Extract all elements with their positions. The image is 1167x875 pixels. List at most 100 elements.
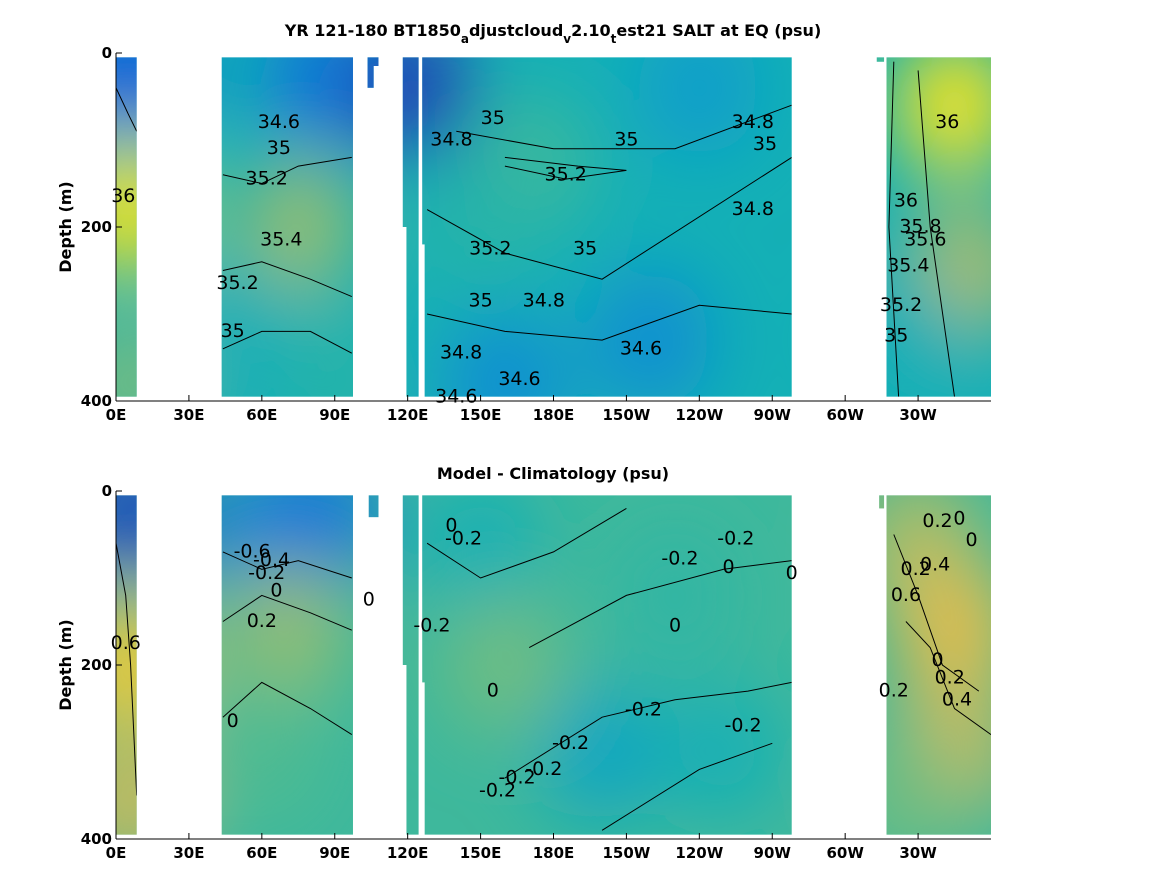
contour-label-23: 0.2 [922, 510, 952, 532]
x-tick-label-10: 60W [826, 844, 864, 862]
contour-label-26: 35.4 [887, 255, 929, 277]
contour-line-4 [528, 560, 792, 649]
contour-line-1 [222, 594, 352, 631]
contour-label-24: 0 [953, 507, 965, 529]
contour-label-6: 0 [227, 710, 239, 732]
contour-label-17: 34.8 [523, 289, 565, 311]
y-tick-label-2: 400 [81, 830, 112, 848]
x-tick-label-4: 120E [387, 844, 429, 862]
contour-label-19: 34.6 [620, 337, 662, 359]
contour-label-15: 35.2 [469, 237, 511, 259]
contour-label-7: 34.8 [430, 129, 472, 151]
x-tick-label-9: 90W [754, 406, 792, 424]
contour-label-30: 0.2 [879, 680, 909, 702]
color-blob-0 [116, 139, 189, 280]
contour-label-11: 0 [487, 680, 499, 702]
title-part-1: a [461, 32, 469, 46]
x-tick-label-0: 0E [106, 844, 127, 862]
x-tick-label-5: 150E [460, 844, 502, 862]
x-tick-label-3: 90E [319, 844, 350, 862]
contour-label-16: 0 [786, 562, 798, 584]
title-part-2: djustcloud [469, 21, 563, 40]
anomaly-panel-title: Model - Climatology (psu) [437, 464, 669, 483]
y-tick-label-0: 0 [102, 482, 112, 500]
salinity-panel: YR 121-180 BT1850adjustcloudv2.10test21 … [56, 21, 991, 424]
contour-label-9: -0.2 [445, 527, 482, 549]
anomaly-color-field [116, 495, 991, 835]
color-blob-2 [116, 734, 189, 835]
color-blob-9 [420, 157, 541, 297]
contour-label-10: -0.2 [413, 614, 450, 636]
contour-label-31: 0.2 [935, 667, 965, 689]
color-blob-7 [420, 495, 541, 614]
contour-line-7 [888, 61, 900, 397]
x-tick-label-2: 60E [246, 406, 277, 424]
color-blob-2 [116, 57, 189, 137]
title-part-0: YR 121-180 BT1850 [284, 21, 461, 40]
salinity-panel-title: YR 121-180 BT1850adjustcloudv2.10test21 … [284, 21, 822, 46]
anomaly-axes: 0E 30E 60E 90E 120E 150E 180E 150W 120W 90W 60W 30W… [81, 482, 991, 862]
contour-label-32: 0.4 [942, 688, 972, 710]
x-tick-label-1: 30E [173, 844, 204, 862]
contour-line-7 [893, 534, 980, 692]
y-tick-label-1: 200 [81, 218, 112, 236]
color-blob-6 [201, 682, 322, 822]
anomaly-contour-lines [116, 507, 991, 831]
color-blob-4 [262, 495, 383, 588]
contour-label-4: 35.4 [260, 229, 302, 251]
y-tick-label-1: 200 [81, 656, 112, 674]
contour-label-24: 35.8 [899, 216, 941, 238]
x-tick-label-7: 150W [602, 406, 650, 424]
x-tick-label-6: 180E [533, 406, 575, 424]
contour-label-8: 0 [445, 514, 457, 536]
contour-label-2: -0.4 [253, 549, 290, 571]
title-part-3: v [563, 32, 571, 46]
contour-label-28: 35 [884, 324, 908, 346]
title-part-5: t [611, 32, 617, 46]
color-blob-11 [590, 270, 711, 397]
salinity-contour-labels: 3634.63535.235.435.23534.8353534.83535.2… [111, 107, 959, 408]
contour-line-3 [426, 507, 627, 579]
contour-line-9 [116, 543, 138, 796]
contour-label-21: 34.6 [435, 386, 477, 408]
color-blob-3 [238, 157, 359, 297]
color-blob-0 [116, 495, 189, 579]
contour-label-19: -0.2 [552, 732, 589, 754]
salinity-plot-area: 3634.63535.235.435.23534.8353534.83535.2… [81, 44, 991, 424]
x-tick-label-11: 30W [899, 844, 937, 862]
x-tick-label-9: 90W [754, 844, 792, 862]
contour-label-17: -0.2 [625, 699, 662, 721]
y-tick-label-0: 0 [102, 44, 112, 62]
y-tick-label-2: 400 [81, 392, 112, 410]
x-tick-label-8: 120W [675, 844, 723, 862]
contour-line-1 [222, 261, 352, 298]
contour-label-7: 0 [363, 588, 375, 610]
contour-label-20: -0.2 [525, 758, 562, 780]
contour-label-22: -0.2 [479, 780, 516, 802]
contour-label-3: 35.2 [246, 168, 288, 190]
contour-line-2 [222, 681, 353, 736]
color-blob-11 [663, 682, 784, 822]
contour-line-8 [917, 70, 955, 397]
x-tick-label-3: 90E [319, 406, 350, 424]
contour-line-5 [456, 104, 792, 150]
x-tick-label-10: 60W [826, 406, 864, 424]
x-tick-label-7: 150W [602, 844, 650, 862]
contour-line-9 [116, 87, 138, 132]
color-blob-9 [615, 525, 736, 666]
x-tick-label-8: 120W [675, 406, 723, 424]
salinity-axes: 0E 30E 60E 90E 120E 150E 180E 150W 120W 90W 60W 30W… [81, 44, 991, 424]
x-tick-label-11: 30W [899, 406, 937, 424]
x-tick-label-4: 120E [387, 406, 429, 424]
salinity-y-label: Depth (m) [56, 181, 75, 273]
contour-label-16: 35 [468, 289, 492, 311]
contour-line-4 [426, 304, 792, 341]
contour-label-8: 35 [481, 107, 505, 129]
contour-label-5: 0.2 [247, 610, 277, 632]
contour-label-15: 0 [669, 614, 681, 636]
contour-label-9: 35 [614, 129, 638, 151]
contour-label-0: 36 [111, 185, 135, 207]
contour-label-1: 34.6 [258, 111, 300, 133]
contour-label-14: 0 [722, 556, 734, 578]
